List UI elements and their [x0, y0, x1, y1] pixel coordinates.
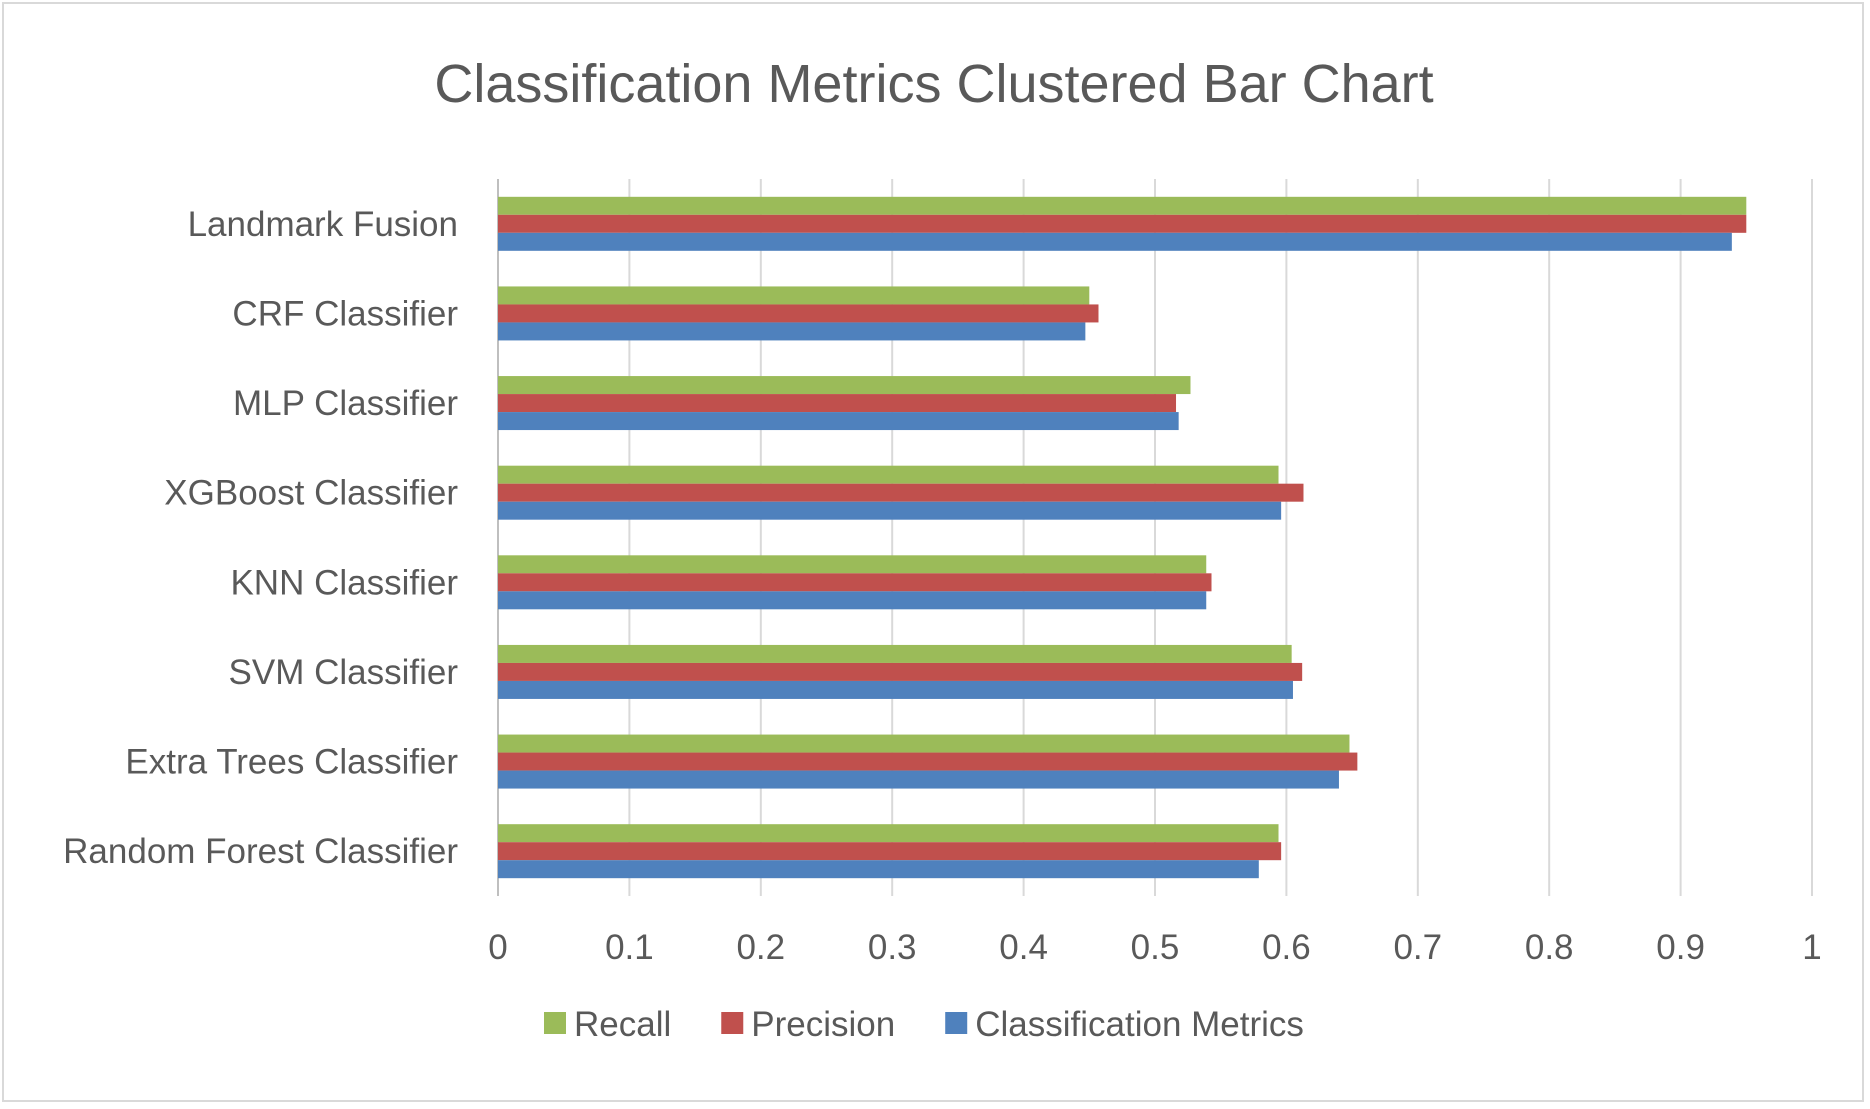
- bar-classification-metrics: [498, 860, 1259, 879]
- legend-swatch: [544, 1012, 566, 1034]
- bar-classification-metrics: [498, 680, 1293, 699]
- bar-recall: [498, 734, 1350, 753]
- category-labels: Landmark Fusion CRF Classifier MLP Classif…: [63, 205, 458, 871]
- category-label: Random Forest Classifier: [63, 832, 458, 871]
- x-tick-label: 0: [488, 928, 507, 967]
- category-label: Extra Trees Classifier: [125, 743, 458, 782]
- category-label: Landmark Fusion: [188, 205, 458, 244]
- bar-precision: [498, 752, 1358, 771]
- bar-recall: [498, 376, 1191, 395]
- x-tick-label: 0.2: [736, 928, 785, 967]
- bar-recall: [498, 644, 1292, 663]
- bar-precision: [498, 573, 1212, 592]
- legend-label: Recall: [574, 1005, 671, 1044]
- x-tick-label: 0.8: [1525, 928, 1574, 967]
- chart-title: Classification Metrics Clustered Bar Cha…: [434, 54, 1433, 114]
- legend-label: Classification Metrics: [975, 1005, 1304, 1044]
- x-tick-label: 0.9: [1656, 928, 1705, 967]
- bar-precision: [498, 304, 1099, 323]
- bar-classification-metrics: [498, 232, 1732, 251]
- x-tick-label: 0.3: [868, 928, 917, 967]
- category-label: XGBoost Classifier: [164, 474, 458, 513]
- category-label: CRF Classifier: [232, 294, 458, 333]
- bars: [498, 196, 1747, 879]
- bar-precision: [498, 214, 1747, 233]
- bar-classification-metrics: [498, 501, 1282, 520]
- x-tick-label: 0.4: [999, 928, 1048, 967]
- category-label: SVM Classifier: [229, 653, 459, 692]
- bar-classification-metrics: [498, 770, 1339, 789]
- legend-swatch: [721, 1012, 744, 1034]
- chart-svg: Classification Metrics Clustered Bar Cha…: [63, 54, 1822, 1044]
- bar-recall: [498, 196, 1747, 215]
- legend: Recall Precision Classification Metrics: [544, 1005, 1304, 1044]
- x-tick-label: 0.7: [1393, 928, 1442, 967]
- bar-recall: [498, 824, 1279, 843]
- x-tick-label: 1: [1802, 928, 1821, 967]
- category-label: KNN Classifier: [230, 563, 458, 602]
- legend-swatch: [945, 1012, 968, 1034]
- x-tick-label: 0.1: [605, 928, 654, 967]
- bar-precision: [498, 483, 1304, 502]
- bar-recall: [498, 465, 1279, 484]
- bar-classification-metrics: [498, 591, 1207, 610]
- bar-precision: [498, 842, 1282, 861]
- category-label: MLP Classifier: [233, 384, 458, 423]
- legend-label: Precision: [751, 1005, 895, 1044]
- bar-precision: [498, 662, 1303, 681]
- x-tick-label: 0.6: [1262, 928, 1311, 967]
- bar-precision: [498, 394, 1177, 413]
- bar-classification-metrics: [498, 322, 1086, 341]
- x-tick-label: 0.5: [1131, 928, 1180, 967]
- x-axis-tick-labels: 0 0.1 0.2 0.3 0.4 0.5 0.6 0.7 0.8 0.9 1: [488, 928, 1821, 967]
- bar-recall: [498, 555, 1207, 574]
- bar-recall: [498, 286, 1090, 305]
- bar-classification-metrics: [498, 412, 1179, 431]
